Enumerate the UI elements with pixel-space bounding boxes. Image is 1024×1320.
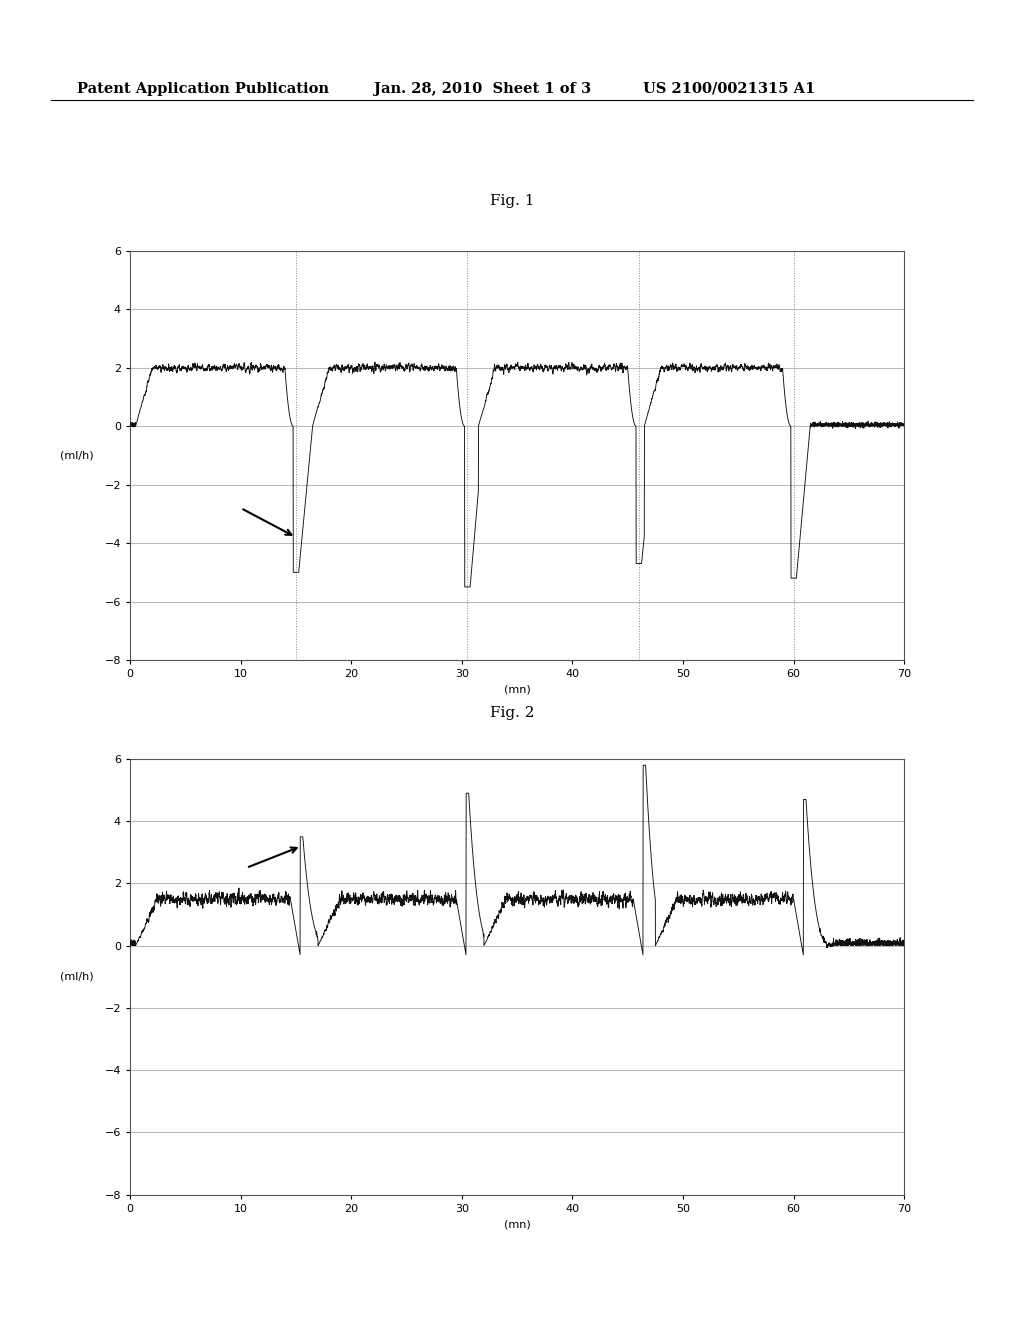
Y-axis label: (ml/h): (ml/h) bbox=[60, 972, 93, 982]
Text: Fig. 2: Fig. 2 bbox=[489, 706, 535, 719]
Text: US 2100/0021315 A1: US 2100/0021315 A1 bbox=[643, 82, 815, 96]
X-axis label: (mn): (mn) bbox=[504, 685, 530, 694]
Text: Fig. 1: Fig. 1 bbox=[489, 194, 535, 207]
X-axis label: (mn): (mn) bbox=[504, 1220, 530, 1229]
Text: Patent Application Publication: Patent Application Publication bbox=[77, 82, 329, 96]
Y-axis label: (ml/h): (ml/h) bbox=[60, 450, 93, 461]
Text: Jan. 28, 2010  Sheet 1 of 3: Jan. 28, 2010 Sheet 1 of 3 bbox=[374, 82, 591, 96]
